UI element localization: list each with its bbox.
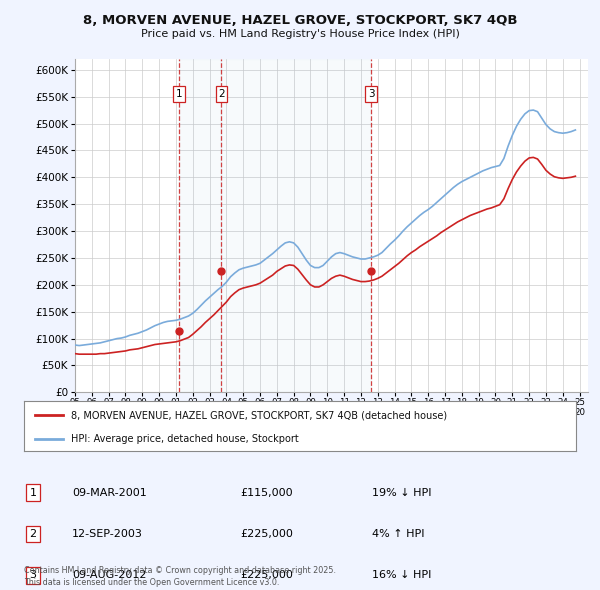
Text: Price paid vs. HM Land Registry's House Price Index (HPI): Price paid vs. HM Land Registry's House … bbox=[140, 29, 460, 38]
Bar bbox=[179, 59, 221, 392]
Text: 2: 2 bbox=[218, 89, 225, 99]
Text: 1: 1 bbox=[176, 89, 182, 99]
Text: 8, MORVEN AVENUE, HAZEL GROVE, STOCKPORT, SK7 4QB (detached house): 8, MORVEN AVENUE, HAZEL GROVE, STOCKPORT… bbox=[71, 410, 447, 420]
Text: 4% ↑ HPI: 4% ↑ HPI bbox=[372, 529, 425, 539]
Text: Contains HM Land Registry data © Crown copyright and database right 2025.
This d: Contains HM Land Registry data © Crown c… bbox=[24, 566, 336, 587]
Text: 8, MORVEN AVENUE, HAZEL GROVE, STOCKPORT, SK7 4QB: 8, MORVEN AVENUE, HAZEL GROVE, STOCKPORT… bbox=[83, 14, 517, 27]
Text: £225,000: £225,000 bbox=[240, 529, 293, 539]
Text: 09-MAR-2001: 09-MAR-2001 bbox=[72, 488, 147, 497]
Text: 1: 1 bbox=[29, 488, 37, 497]
Text: 16% ↓ HPI: 16% ↓ HPI bbox=[372, 571, 431, 580]
Text: £115,000: £115,000 bbox=[240, 488, 293, 497]
Text: 2: 2 bbox=[29, 529, 37, 539]
Text: 3: 3 bbox=[29, 571, 37, 580]
Text: £225,000: £225,000 bbox=[240, 571, 293, 580]
Text: 12-SEP-2003: 12-SEP-2003 bbox=[72, 529, 143, 539]
Text: HPI: Average price, detached house, Stockport: HPI: Average price, detached house, Stoc… bbox=[71, 434, 299, 444]
Bar bbox=[221, 59, 371, 392]
Text: 3: 3 bbox=[368, 89, 374, 99]
Text: 09-AUG-2012: 09-AUG-2012 bbox=[72, 571, 146, 580]
Text: 19% ↓ HPI: 19% ↓ HPI bbox=[372, 488, 431, 497]
